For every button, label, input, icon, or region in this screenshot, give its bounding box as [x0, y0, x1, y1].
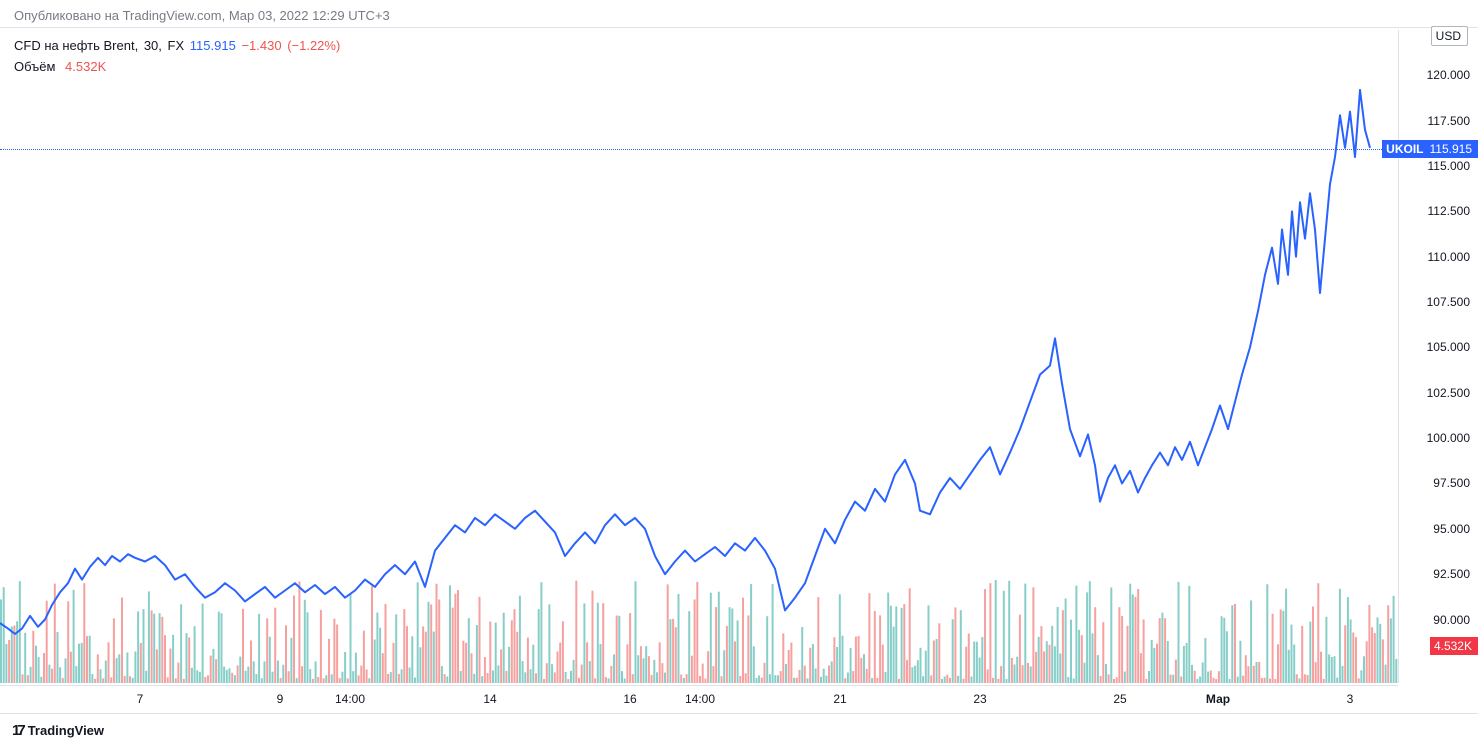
price-line-chart [0, 30, 1398, 683]
tv-glyph-icon: 17 [12, 722, 24, 739]
x-tick: 16 [623, 692, 636, 706]
price-axis[interactable]: 120.000 117.500 115.000 112.500 110.000 107.5… [1398, 30, 1478, 683]
legend-change: −1.430 [241, 38, 281, 53]
y-tick: 110.000 [1428, 250, 1471, 264]
y-tick: 92.500 [1433, 567, 1470, 581]
volume-badge: 4.532K [1430, 637, 1478, 655]
y-tick: 107.500 [1427, 295, 1470, 309]
currency-badge: USD [1431, 26, 1468, 46]
chart-pane[interactable] [0, 30, 1398, 683]
x-tick: 9 [277, 692, 284, 706]
chart-legend: CFD на нефть Brent, 30, FX 115.915 −1.43… [14, 36, 342, 78]
x-tick: 14 [483, 692, 496, 706]
legend-last: 115.915 [190, 38, 236, 53]
time-axis[interactable]: 7 9 14:00 14 16 14:00 21 23 25 Мар 3 [0, 685, 1398, 711]
x-tick: 25 [1113, 692, 1126, 706]
y-tick: 100.000 [1427, 431, 1470, 445]
y-tick: 115.000 [1428, 159, 1471, 173]
legend-instrument: CFD на нефть Brent, [14, 38, 138, 53]
last-price-badge: UKOIL115.915 [1382, 140, 1478, 158]
x-tick: 3 [1347, 692, 1354, 706]
y-tick: 120.000 [1427, 68, 1470, 82]
legend-broker: FX [168, 38, 185, 53]
y-tick: 90.000 [1433, 613, 1470, 627]
legend-interval: 30, [144, 38, 162, 53]
x-tick: 21 [833, 692, 846, 706]
x-tick: Мар [1206, 692, 1230, 706]
publish-header: Опубликовано на TradingView.com, Мар 03,… [0, 0, 1478, 28]
footer: 17 TradingView [0, 713, 1478, 747]
legend-vol-label: Объём [14, 59, 55, 74]
y-tick: 102.500 [1427, 386, 1470, 400]
x-tick: 23 [973, 692, 986, 706]
legend-vol-value: 4.532K [65, 59, 106, 74]
x-tick: 14:00 [335, 692, 365, 706]
y-tick: 117.500 [1428, 114, 1471, 128]
legend-change-pct: (−1.22%) [287, 38, 340, 53]
y-tick: 97.500 [1433, 476, 1470, 490]
x-tick: 14:00 [685, 692, 715, 706]
y-tick: 112.500 [1428, 204, 1471, 218]
y-tick: 95.000 [1433, 522, 1470, 536]
x-tick: 7 [137, 692, 144, 706]
tradingview-logo: 17 TradingView [12, 722, 104, 739]
y-tick: 105.000 [1427, 340, 1470, 354]
